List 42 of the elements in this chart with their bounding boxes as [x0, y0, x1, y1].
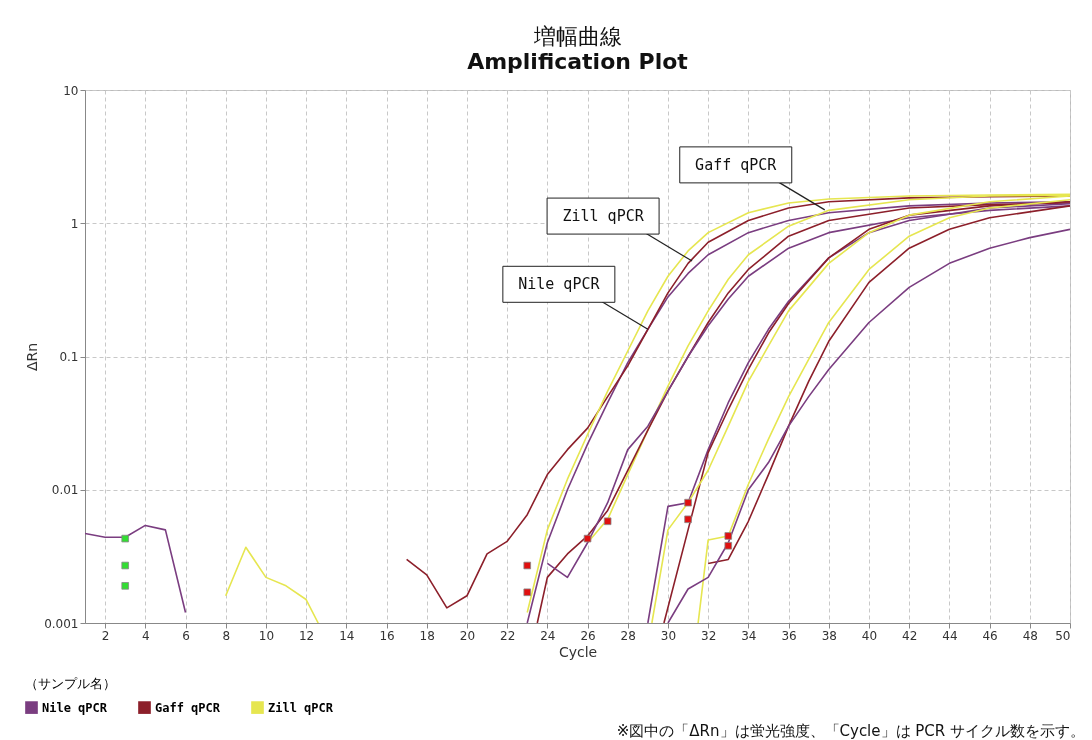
x-tick-label: 38 — [821, 628, 837, 643]
x-tick-label: 4 — [141, 628, 150, 643]
annotation: Zill qPCR — [562, 207, 645, 226]
y-tick-label: 1 — [70, 216, 79, 231]
x-tick-label: 44 — [942, 628, 958, 643]
x-tick-label: 34 — [741, 628, 757, 643]
legend-label: Zill qPCR — [268, 700, 334, 715]
x-axis-title: Cycle — [558, 643, 598, 660]
x-tick-label: 50 — [1055, 628, 1071, 643]
legend-label: Gaff qPCR — [155, 700, 221, 715]
x-tick-label: 10 — [258, 628, 275, 643]
x-tick-label: 24 — [540, 628, 556, 643]
y-tick-label: 0.01 — [51, 483, 79, 498]
y-tick-label: 0.001 — [44, 616, 79, 631]
x-tick-label: 42 — [902, 628, 918, 643]
x-tick-label: 36 — [781, 628, 797, 643]
y-tick-label: 0.1 — [59, 350, 79, 364]
x-tick-label: 2 — [101, 628, 110, 643]
x-tick-label: 14 — [339, 628, 355, 643]
x-tick-label: 20 — [459, 628, 476, 643]
x-tick-label: 46 — [982, 628, 998, 643]
text: ※図中の「ΔRn」は蛍光強度、「Cycle」は PCR サイクル数を示す。 — [616, 722, 1085, 740]
x-tick-label: 8 — [222, 628, 231, 643]
x-tick-label: 18 — [419, 628, 435, 643]
y-axis-title: ΔRn — [24, 342, 41, 372]
x-tick-label: 26 — [580, 628, 596, 643]
annotation: Gaff qPCR — [695, 155, 778, 174]
legend-title: （サンプル名） — [25, 676, 116, 691]
annotation: Nile qPCR — [518, 275, 601, 294]
x-tick-label: 28 — [620, 628, 636, 643]
x-tick-label: 40 — [861, 628, 878, 643]
x-tick-label: 22 — [500, 628, 516, 643]
x-tick-label: 32 — [701, 628, 717, 643]
x-tick-label: 30 — [660, 628, 677, 643]
x-tick-label: 48 — [1022, 628, 1038, 643]
x-tick-label: 12 — [298, 628, 315, 643]
chart-subtitle: Amplification Plot — [467, 49, 689, 74]
chart-title: 増幅曲線 — [532, 24, 622, 49]
x-tick-label: 16 — [379, 628, 395, 643]
y-tick-label: 10 — [63, 83, 79, 98]
legend-label: Nile qPCR — [42, 700, 108, 715]
x-tick-label: 6 — [182, 628, 190, 643]
